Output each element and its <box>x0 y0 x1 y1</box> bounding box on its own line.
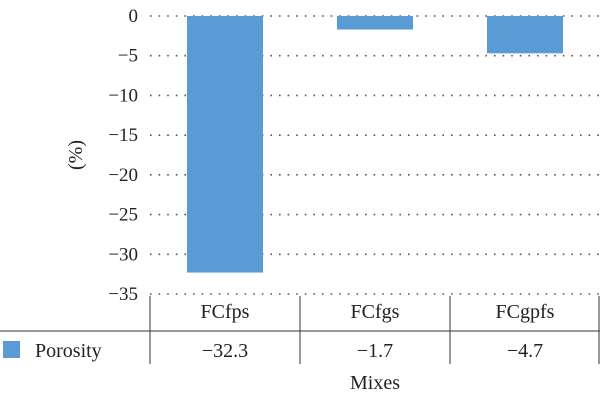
y-tick-label: −20 <box>108 165 138 186</box>
x-category-label: FCfps <box>201 301 250 323</box>
y-tick-label: −30 <box>108 244 138 265</box>
data-table-value: −32.3 <box>202 340 248 362</box>
legend-series-name: Porosity <box>35 340 102 362</box>
y-tick-label: −10 <box>108 85 138 106</box>
y-tick-label: −25 <box>108 205 138 226</box>
y-axis-title: (%) <box>65 140 87 170</box>
y-tick-label: 0 <box>129 6 139 27</box>
bars <box>187 16 563 273</box>
x-axis-categories: FCfps FCfgs FCgpfs <box>201 301 555 323</box>
x-category-label: FCfgs <box>351 301 400 323</box>
data-table-value: −4.7 <box>507 340 543 362</box>
y-tick-label: −5 <box>118 46 138 67</box>
x-axis-title: Mixes <box>350 372 400 394</box>
y-tick-label: −35 <box>108 284 138 305</box>
y-axis-ticks: 0 −5 −10 −15 −20 −25 −30 −35 <box>108 6 138 305</box>
bar-fcfps <box>187 16 263 273</box>
x-category-label: FCgpfs <box>496 301 555 323</box>
data-table: Porosity −32.3 −1.7 −4.7 <box>0 296 600 364</box>
bar-fcfgs <box>337 16 413 30</box>
legend-key-swatch <box>3 341 20 358</box>
bar-fcgpfs <box>487 16 563 54</box>
data-table-value: −1.7 <box>357 340 393 362</box>
y-tick-label: −15 <box>108 125 138 146</box>
